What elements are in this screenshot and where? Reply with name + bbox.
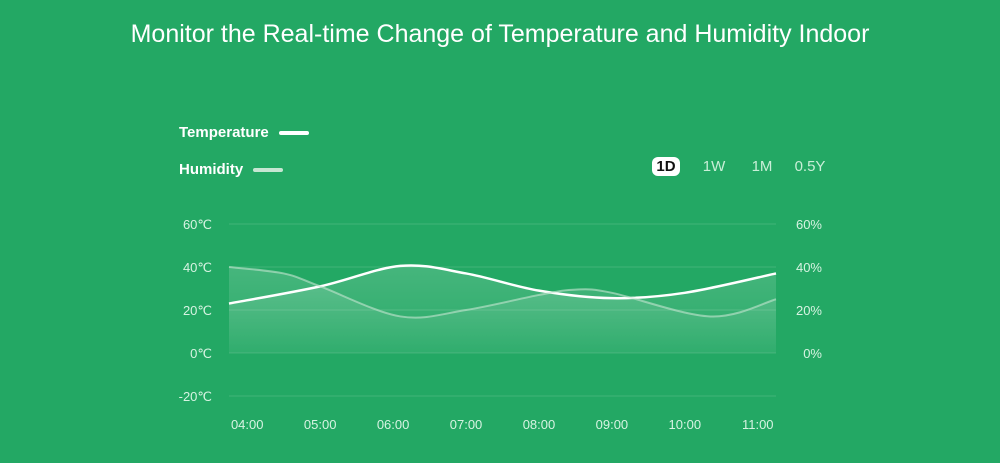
x-tick-label: 07:00 bbox=[450, 417, 483, 432]
tab-1d[interactable]: 1D bbox=[642, 157, 690, 176]
y-tick-label: 40℃ bbox=[183, 260, 212, 275]
x-tick-label: 08:00 bbox=[523, 417, 556, 432]
time-range-tabs: 1D 1W 1M 0.5Y bbox=[642, 157, 834, 176]
legend-swatch-humidity bbox=[253, 167, 284, 172]
y-tick-label: -20℃ bbox=[179, 389, 212, 404]
legend-humidity: Humidity bbox=[179, 161, 284, 178]
y-tick-label: 20℃ bbox=[183, 303, 212, 318]
tab-1w[interactable]: 1W bbox=[702, 158, 726, 175]
x-tick-label: 09:00 bbox=[596, 417, 629, 432]
x-tick-label: 05:00 bbox=[304, 417, 337, 432]
x-tick-label: 04:00 bbox=[231, 417, 264, 432]
tab-0-5y[interactable]: 0.5Y bbox=[794, 158, 826, 175]
legend-label-humidity: Humidity bbox=[179, 161, 244, 178]
y2-tick-label: 40% bbox=[796, 260, 822, 275]
y2-tick-label: 0% bbox=[803, 346, 822, 361]
x-tick-label: 10:00 bbox=[669, 417, 702, 432]
tab-1m[interactable]: 1M bbox=[751, 158, 773, 175]
legend-temperature: Temperature bbox=[179, 124, 309, 141]
line-temperature bbox=[228, 264, 777, 305]
legend-swatch-temperature bbox=[278, 130, 309, 135]
x-tick-label: 06:00 bbox=[377, 417, 410, 432]
y2-tick-label: 20% bbox=[796, 303, 822, 318]
x-tick-label: 11:00 bbox=[742, 417, 774, 432]
y2-tick-label: 60% bbox=[796, 217, 822, 232]
area-humidity bbox=[229, 267, 776, 353]
legend-label-temperature: Temperature bbox=[179, 124, 269, 141]
page-title: Monitor the Real-time Change of Temperat… bbox=[130, 20, 870, 48]
line-humidity bbox=[228, 266, 777, 319]
y-tick-label: 60℃ bbox=[183, 217, 212, 232]
y-tick-label: 0℃ bbox=[190, 346, 212, 361]
